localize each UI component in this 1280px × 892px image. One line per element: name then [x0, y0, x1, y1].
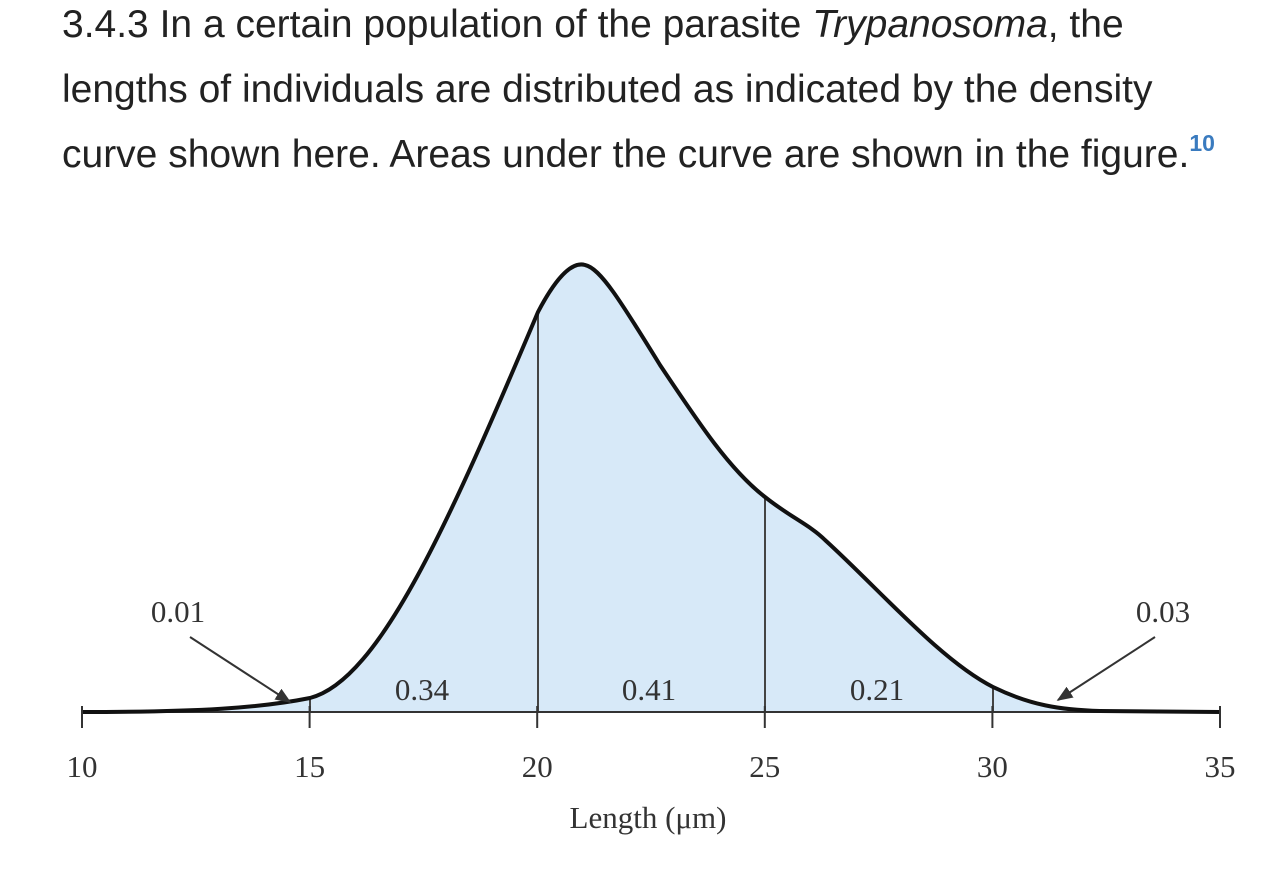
area-label: 0.41 — [622, 672, 676, 707]
area-label: 0.03 — [1136, 594, 1190, 629]
x-tick-label: 30 — [977, 749, 1008, 784]
area-label: 0.21 — [850, 672, 904, 707]
arrow — [1056, 636, 1156, 701]
problem-text: 3.4.3 In a certain population of the par… — [62, 0, 1252, 187]
italic-term: Trypanosoma — [812, 3, 1048, 46]
density-curve — [81, 262, 1221, 714]
x-tick-label: 15 — [294, 749, 325, 784]
problem-number: 3.4.3 — [62, 3, 149, 46]
problem-text-end: , the lengths of individuals are distrib… — [62, 3, 1190, 176]
x-tick-label: 20 — [522, 749, 553, 784]
area-label: 0.01 — [151, 594, 205, 629]
problem-text-start: In a certain population of the parasite — [159, 3, 802, 46]
x-tick-label: 35 — [1205, 749, 1236, 784]
area-fill — [82, 264, 1220, 712]
area-label: 0.34 — [395, 672, 450, 707]
x-tick-label: 25 — [749, 749, 780, 784]
x-axis-label: Length (μm) — [570, 800, 727, 835]
x-tick-label: 10 — [67, 749, 98, 784]
footnote-link[interactable]: 10 — [1189, 130, 1215, 156]
arrow — [189, 636, 292, 703]
